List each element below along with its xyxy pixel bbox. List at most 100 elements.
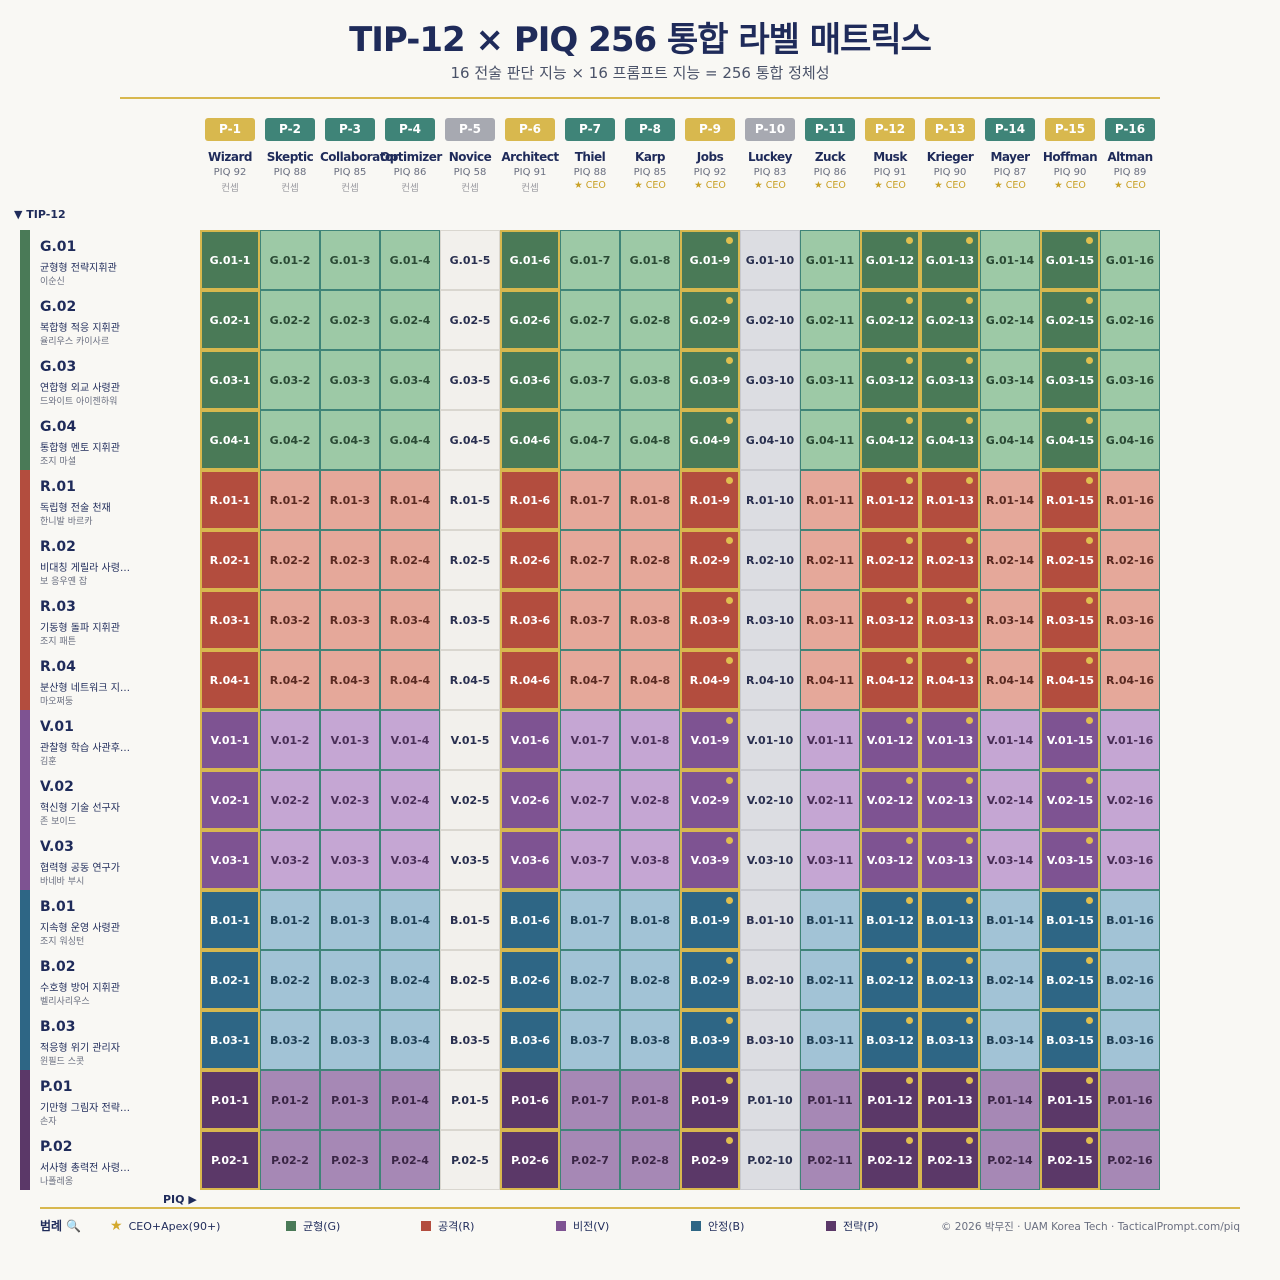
matrix-cell[interactable]: G.01-15 bbox=[1040, 230, 1100, 290]
matrix-cell[interactable]: V.01-6 bbox=[500, 710, 560, 770]
matrix-cell[interactable]: V.02-7 bbox=[560, 770, 620, 830]
matrix-cell[interactable]: R.02-4 bbox=[380, 530, 440, 590]
matrix-cell[interactable]: R.01-9 bbox=[680, 470, 740, 530]
matrix-cell[interactable]: G.04-8 bbox=[620, 410, 680, 470]
matrix-cell[interactable]: P.01-11 bbox=[800, 1070, 860, 1130]
matrix-cell[interactable]: B.03-6 bbox=[500, 1010, 560, 1070]
matrix-cell[interactable]: V.02-9 bbox=[680, 770, 740, 830]
matrix-cell[interactable]: G.02-7 bbox=[560, 290, 620, 350]
matrix-cell[interactable]: G.04-14 bbox=[980, 410, 1040, 470]
matrix-cell[interactable]: R.01-10 bbox=[740, 470, 800, 530]
matrix-cell[interactable]: B.01-2 bbox=[260, 890, 320, 950]
matrix-cell[interactable]: R.04-6 bbox=[500, 650, 560, 710]
matrix-cell[interactable]: R.01-8 bbox=[620, 470, 680, 530]
matrix-cell[interactable]: R.04-4 bbox=[380, 650, 440, 710]
matrix-cell[interactable]: B.02-16 bbox=[1100, 950, 1160, 1010]
matrix-cell[interactable]: V.02-14 bbox=[980, 770, 1040, 830]
matrix-cell[interactable]: V.01-15 bbox=[1040, 710, 1100, 770]
matrix-cell[interactable]: V.03-14 bbox=[980, 830, 1040, 890]
matrix-cell[interactable]: G.04-2 bbox=[260, 410, 320, 470]
matrix-cell[interactable]: V.02-13 bbox=[920, 770, 980, 830]
matrix-cell[interactable]: V.03-8 bbox=[620, 830, 680, 890]
matrix-cell[interactable]: P.01-3 bbox=[320, 1070, 380, 1130]
matrix-cell[interactable]: B.01-7 bbox=[560, 890, 620, 950]
matrix-cell[interactable]: R.03-9 bbox=[680, 590, 740, 650]
matrix-cell[interactable]: R.01-16 bbox=[1100, 470, 1160, 530]
matrix-cell[interactable]: P.02-13 bbox=[920, 1130, 980, 1190]
matrix-cell[interactable]: B.02-15 bbox=[1040, 950, 1100, 1010]
matrix-cell[interactable]: R.02-8 bbox=[620, 530, 680, 590]
matrix-cell[interactable]: V.03-15 bbox=[1040, 830, 1100, 890]
matrix-cell[interactable]: V.03-10 bbox=[740, 830, 800, 890]
matrix-cell[interactable]: R.03-15 bbox=[1040, 590, 1100, 650]
matrix-cell[interactable]: V.03-3 bbox=[320, 830, 380, 890]
matrix-cell[interactable]: V.03-6 bbox=[500, 830, 560, 890]
matrix-cell[interactable]: V.01-13 bbox=[920, 710, 980, 770]
matrix-cell[interactable]: P.01-9 bbox=[680, 1070, 740, 1130]
matrix-cell[interactable]: R.02-5 bbox=[440, 530, 500, 590]
matrix-cell[interactable]: B.03-10 bbox=[740, 1010, 800, 1070]
matrix-cell[interactable]: G.04-5 bbox=[440, 410, 500, 470]
matrix-cell[interactable]: P.02-9 bbox=[680, 1130, 740, 1190]
matrix-cell[interactable]: V.01-4 bbox=[380, 710, 440, 770]
matrix-cell[interactable]: B.03-7 bbox=[560, 1010, 620, 1070]
matrix-cell[interactable]: G.02-1 bbox=[200, 290, 260, 350]
matrix-cell[interactable]: R.03-3 bbox=[320, 590, 380, 650]
matrix-cell[interactable]: B.02-3 bbox=[320, 950, 380, 1010]
matrix-cell[interactable]: R.02-14 bbox=[980, 530, 1040, 590]
matrix-cell[interactable]: V.01-3 bbox=[320, 710, 380, 770]
matrix-cell[interactable]: G.04-10 bbox=[740, 410, 800, 470]
matrix-cell[interactable]: B.03-5 bbox=[440, 1010, 500, 1070]
matrix-cell[interactable]: R.03-6 bbox=[500, 590, 560, 650]
matrix-cell[interactable]: B.02-10 bbox=[740, 950, 800, 1010]
matrix-cell[interactable]: R.04-15 bbox=[1040, 650, 1100, 710]
matrix-cell[interactable]: P.02-4 bbox=[380, 1130, 440, 1190]
matrix-cell[interactable]: V.01-11 bbox=[800, 710, 860, 770]
matrix-cell[interactable]: P.01-12 bbox=[860, 1070, 920, 1130]
matrix-cell[interactable]: G.02-5 bbox=[440, 290, 500, 350]
matrix-cell[interactable]: G.02-13 bbox=[920, 290, 980, 350]
matrix-cell[interactable]: P.02-5 bbox=[440, 1130, 500, 1190]
matrix-cell[interactable]: V.02-16 bbox=[1100, 770, 1160, 830]
matrix-cell[interactable]: B.02-13 bbox=[920, 950, 980, 1010]
matrix-cell[interactable]: B.01-16 bbox=[1100, 890, 1160, 950]
matrix-cell[interactable]: P.01-14 bbox=[980, 1070, 1040, 1130]
matrix-cell[interactable]: G.01-13 bbox=[920, 230, 980, 290]
matrix-cell[interactable]: V.03-2 bbox=[260, 830, 320, 890]
matrix-cell[interactable]: G.01-2 bbox=[260, 230, 320, 290]
matrix-cell[interactable]: R.01-4 bbox=[380, 470, 440, 530]
matrix-cell[interactable]: B.02-9 bbox=[680, 950, 740, 1010]
matrix-cell[interactable]: G.03-12 bbox=[860, 350, 920, 410]
matrix-cell[interactable]: V.01-9 bbox=[680, 710, 740, 770]
matrix-cell[interactable]: B.02-1 bbox=[200, 950, 260, 1010]
matrix-cell[interactable]: G.02-16 bbox=[1100, 290, 1160, 350]
matrix-cell[interactable]: P.01-4 bbox=[380, 1070, 440, 1130]
matrix-cell[interactable]: G.01-9 bbox=[680, 230, 740, 290]
matrix-cell[interactable]: G.01-16 bbox=[1100, 230, 1160, 290]
matrix-cell[interactable]: R.04-13 bbox=[920, 650, 980, 710]
matrix-cell[interactable]: R.01-5 bbox=[440, 470, 500, 530]
matrix-cell[interactable]: V.02-4 bbox=[380, 770, 440, 830]
matrix-cell[interactable]: R.02-1 bbox=[200, 530, 260, 590]
matrix-cell[interactable]: R.02-16 bbox=[1100, 530, 1160, 590]
matrix-cell[interactable]: B.01-13 bbox=[920, 890, 980, 950]
matrix-cell[interactable]: P.01-6 bbox=[500, 1070, 560, 1130]
matrix-cell[interactable]: B.01-9 bbox=[680, 890, 740, 950]
matrix-cell[interactable]: G.03-6 bbox=[500, 350, 560, 410]
matrix-cell[interactable]: R.04-11 bbox=[800, 650, 860, 710]
matrix-cell[interactable]: P.01-5 bbox=[440, 1070, 500, 1130]
matrix-cell[interactable]: B.03-8 bbox=[620, 1010, 680, 1070]
matrix-cell[interactable]: V.02-15 bbox=[1040, 770, 1100, 830]
matrix-cell[interactable]: R.03-11 bbox=[800, 590, 860, 650]
matrix-cell[interactable]: V.02-10 bbox=[740, 770, 800, 830]
matrix-cell[interactable]: V.01-7 bbox=[560, 710, 620, 770]
matrix-cell[interactable]: G.01-4 bbox=[380, 230, 440, 290]
matrix-cell[interactable]: R.02-6 bbox=[500, 530, 560, 590]
matrix-cell[interactable]: V.02-11 bbox=[800, 770, 860, 830]
matrix-cell[interactable]: P.02-2 bbox=[260, 1130, 320, 1190]
matrix-cell[interactable]: B.03-11 bbox=[800, 1010, 860, 1070]
matrix-cell[interactable]: G.04-7 bbox=[560, 410, 620, 470]
matrix-cell[interactable]: R.01-14 bbox=[980, 470, 1040, 530]
matrix-cell[interactable]: B.02-7 bbox=[560, 950, 620, 1010]
matrix-cell[interactable]: B.03-2 bbox=[260, 1010, 320, 1070]
